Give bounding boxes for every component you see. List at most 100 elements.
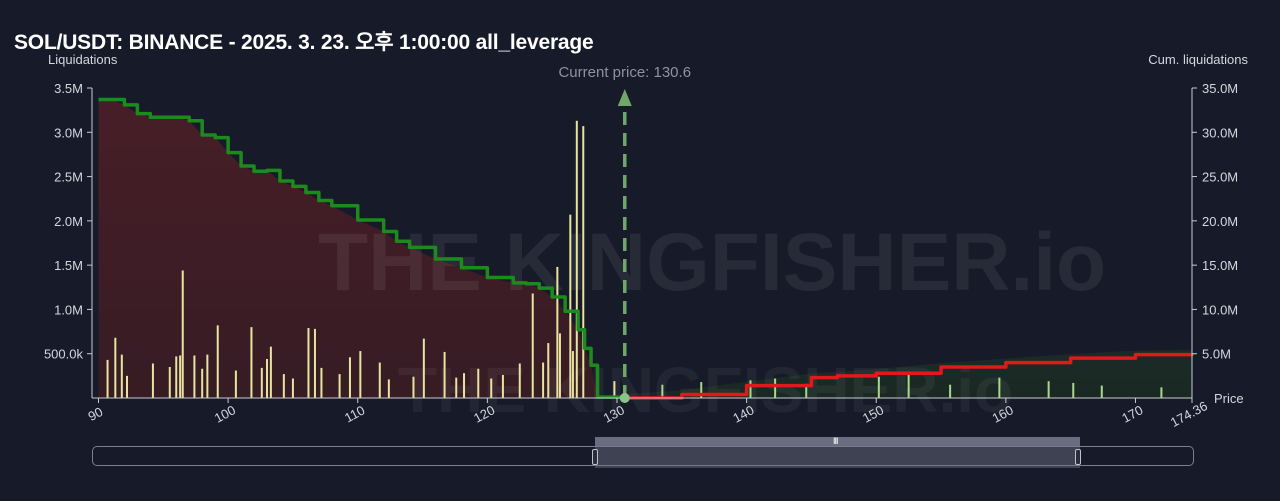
liquidation-bar xyxy=(477,368,480,398)
liquidation-bar xyxy=(234,370,237,398)
liquidation-bar xyxy=(542,362,545,398)
liquidation-bar xyxy=(181,270,184,398)
range-slider-track[interactable] xyxy=(92,446,1194,466)
y2-tick-label: 25.0M xyxy=(1202,170,1238,185)
y2-tick-label: 20.0M xyxy=(1202,214,1238,229)
liquidation-bar xyxy=(547,343,550,398)
liquidation-bar xyxy=(313,328,316,398)
liquidation-bars xyxy=(106,120,1163,399)
liquidation-bar xyxy=(501,374,504,398)
range-slider-window[interactable] xyxy=(595,437,1080,468)
liquidation-bar xyxy=(412,376,415,398)
liquidation-bar xyxy=(575,120,578,399)
cum-lines xyxy=(98,97,1194,400)
liquidation-bar xyxy=(531,293,534,398)
range-slider-right-handle[interactable] xyxy=(1075,449,1081,465)
liquidation-bar xyxy=(348,357,351,398)
y-tick-label: 2.0M xyxy=(54,214,83,229)
liquidation-bar xyxy=(582,126,585,398)
cum-below-area xyxy=(98,99,625,398)
liquidation-bar xyxy=(387,379,390,398)
liquidation-bar xyxy=(571,351,574,398)
right-axis-title: Cum. liquidations xyxy=(1148,52,1248,67)
liquidation-bar xyxy=(193,355,196,398)
watermark-text-main: THE KINGFISHER.io xyxy=(318,217,1106,308)
liquidation-bar xyxy=(151,363,154,398)
liquidation-bar xyxy=(106,359,109,398)
liquidation-bar xyxy=(1100,385,1103,398)
y2-tick-label: 30.0M xyxy=(1202,125,1238,140)
y-tick-label: 3.5M xyxy=(54,81,83,96)
liquidation-bar xyxy=(661,384,664,398)
y2-tick-label: 10.0M xyxy=(1202,302,1238,317)
liquidation-bar xyxy=(949,384,952,398)
liquidation-bar xyxy=(216,325,219,398)
liquidation-bar xyxy=(359,351,362,398)
x-axis-title: Price xyxy=(1214,391,1244,406)
current-price-arrow-icon xyxy=(617,89,632,106)
liquidation-bar xyxy=(250,327,253,398)
x-tick-label: 110 xyxy=(342,403,367,426)
range-slider-left-handle[interactable] xyxy=(592,449,598,465)
liquidation-bar xyxy=(378,362,381,398)
liquidation-bar xyxy=(125,375,128,398)
range-slider-grip-icon[interactable]: III xyxy=(833,436,838,446)
liquidation-bar xyxy=(613,381,616,398)
liquidation-bar xyxy=(265,359,268,398)
liquidation-bar xyxy=(1160,387,1163,398)
liquidation-bar xyxy=(422,338,425,398)
y2-tick-label: 5.0M xyxy=(1202,347,1231,362)
y-tick-label: 500.0k xyxy=(44,347,84,362)
y-tick-label: 1.0M xyxy=(54,302,83,317)
liquidation-bar xyxy=(179,355,182,398)
liquidation-bar xyxy=(282,374,285,398)
chart-title: SOL/USDT: BINANCE - 2025. 3. 23. 오후 1:00… xyxy=(14,31,594,54)
liquidation-bar xyxy=(1047,381,1050,398)
axes: 500.0k 1.0M 1.5M 2.0M 2.5M 3.0M 3.5M 5.0M 10.0M 1… xyxy=(44,81,1238,430)
liquidation-bar xyxy=(700,382,703,398)
liquidation-bar xyxy=(201,368,204,398)
y-tick-label: 2.5M xyxy=(54,170,83,185)
x-tick-label: 174.36 xyxy=(1168,398,1210,430)
liquidation-bar xyxy=(518,363,521,398)
liquidation-bar xyxy=(556,266,559,398)
current-price-label: Current price: 130.6 xyxy=(558,64,691,81)
liquidation-bar xyxy=(338,374,341,398)
liquidation-bar xyxy=(749,380,752,398)
liquidation-bar xyxy=(569,214,572,398)
liquidation-bar xyxy=(260,367,263,398)
y-tick-label: 1.5M xyxy=(54,258,83,273)
liquidation-bar xyxy=(805,383,808,398)
liquidation-bar xyxy=(877,376,880,398)
liquidation-bar xyxy=(1072,382,1075,398)
y2-tick-label: 15.0M xyxy=(1202,258,1238,273)
liquidation-bar xyxy=(907,374,910,398)
cum-above-line xyxy=(624,352,1194,400)
watermark: THE KINGFISHER.io THE KINGFISHER.io xyxy=(318,217,1106,426)
liquidation-bar xyxy=(455,377,458,398)
watermark-text-secondary: THE KINGFISHER.io xyxy=(398,354,1013,426)
liquidation-bar xyxy=(774,378,777,398)
liquidation-bar xyxy=(490,378,493,398)
liquidation-bar xyxy=(307,328,310,398)
x-tick-label: 100 xyxy=(212,402,238,425)
x-tick-label: 90 xyxy=(85,404,105,424)
liquidation-bar xyxy=(463,373,466,398)
liquidation-bar xyxy=(558,333,561,398)
liquidation-bar xyxy=(998,377,1001,398)
liquidation-bar xyxy=(175,356,178,398)
liquidation-bar xyxy=(291,378,294,398)
y-tick-label: 3.0M xyxy=(54,125,83,140)
liquidation-bar xyxy=(443,351,446,398)
cum-below-line xyxy=(98,97,627,399)
current-price-dot xyxy=(619,393,630,403)
liquidation-bar xyxy=(269,346,272,398)
liquidation-bar xyxy=(206,354,209,398)
y2-tick-label: 35.0M xyxy=(1202,81,1238,96)
liquidation-bar xyxy=(320,367,323,398)
liquidation-bar xyxy=(114,337,117,398)
liquidation-bar xyxy=(120,354,123,398)
current-price-marker xyxy=(617,89,632,403)
liquidation-bar xyxy=(168,367,171,398)
